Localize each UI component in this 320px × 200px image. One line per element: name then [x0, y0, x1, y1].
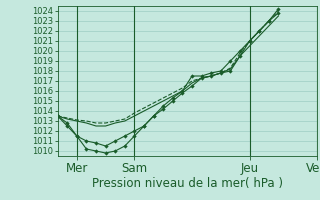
X-axis label: Pression niveau de la mer( hPa ): Pression niveau de la mer( hPa )	[92, 177, 283, 190]
